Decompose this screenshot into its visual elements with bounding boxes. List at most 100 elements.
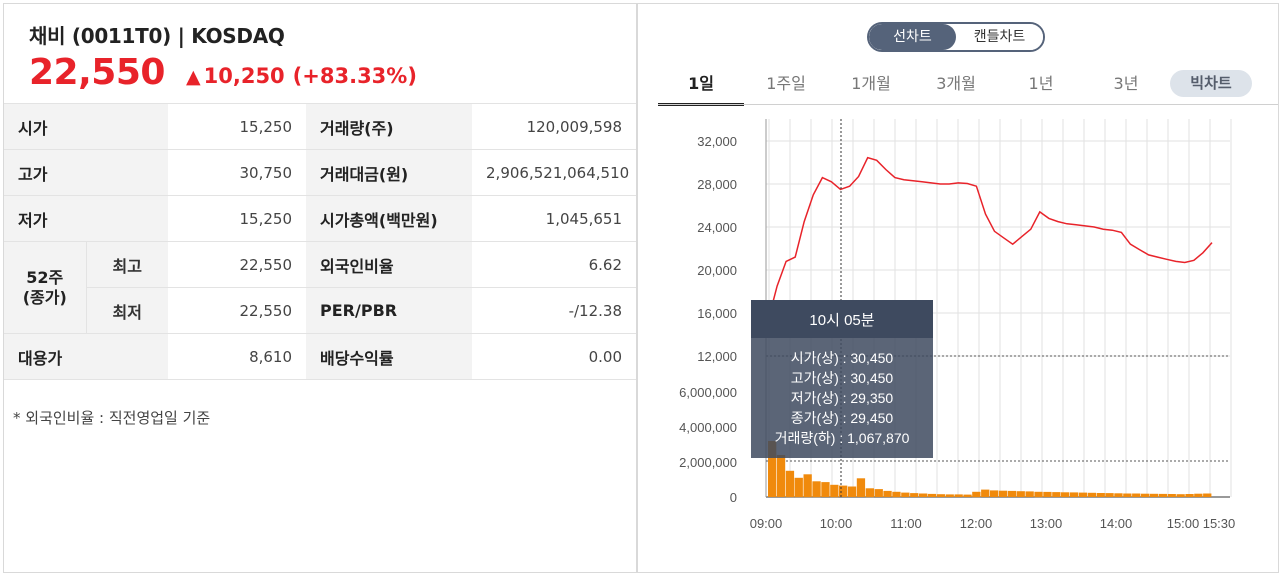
volume-bar [1123,493,1132,497]
price-tick-label: 28,000 [697,177,737,192]
table-row: 고가 30,750 거래대금(원) 2,906,521,064,510 [4,149,637,196]
w52-low-label: 최저 [85,287,169,334]
volume-bar [963,494,972,497]
volume-bar [1069,492,1079,497]
volume-bar [883,490,892,497]
volume-bar [803,474,812,498]
w52-high-value: 22,550 [168,241,307,288]
dividend-label: 배당수익률 [306,333,473,380]
tab-3month[interactable]: 3개월 [936,74,976,93]
chart-panel: 선차트 캔들차트 1일 1주일 1개월 3개월 1년 3년 빅차트 32,000… [637,3,1279,573]
stock-name: 채비 (0011T0) | KOSDAQ [29,24,285,48]
volume-bar [1132,493,1141,497]
foreign-label: 외국인비율 [306,241,473,288]
line-chart-button[interactable]: 선차트 [869,24,956,50]
current-price: 22,550 [29,52,165,93]
high-label: 고가 [4,149,169,196]
price-tick-label: 32,000 [697,134,737,149]
volume-bar [1114,493,1123,497]
volume-bar [1034,491,1043,498]
tooltip-line: 시가(상) : 30,450 [791,350,894,366]
tab-1week[interactable]: 1주일 [766,74,806,93]
volume-bar [1052,492,1061,497]
open-label: 시가 [4,103,169,150]
big-chart-button[interactable]: 빅차트 [1170,70,1252,97]
foreign-value: 6.62 [472,241,637,288]
perpbr-label: PER/PBR [306,287,473,334]
price-tick-label: 12,000 [697,349,737,364]
volume-bar [990,490,999,497]
footnote: * 외국인비율 : 직전영업일 기준 [13,409,211,427]
price-tick-label: 20,000 [697,263,737,278]
period-tabs: 1일 1주일 1개월 3개월 1년 3년 [658,65,1278,106]
volume-bar [1096,493,1105,497]
price-line [767,156,1213,322]
volume-tick-label: 2,000,000 [679,455,737,470]
mcap-label: 시가총액(백만원) [306,195,473,242]
volume-bar [874,489,883,497]
volume-bar [1185,494,1194,497]
w52-label: 52주 (종가) [4,241,86,334]
volume-tick-label: 0 [730,490,737,505]
time-tick-label: 11:00 [890,516,922,531]
tooltip-time: 10시 05분 [809,312,874,329]
high-value: 30,750 [168,149,307,196]
amount-label: 거래대금(원) [306,149,473,196]
volume-tick-label: 6,000,000 [679,385,737,400]
volume-bar [998,490,1008,497]
volume-bar [1043,491,1052,497]
time-axis: 09:00 10:00 11:00 12:00 13:00 14:00 15:00 15:30 [750,516,1236,531]
price-tooltip: 10시 05분 시가(상) : 30,450 고가(상) : 30,450 저가… [751,300,933,458]
time-tick-label: 15:00 [1167,516,1200,531]
time-tick-label: 13:00 [1030,516,1063,531]
tooltip-line: 거래량(하) : 1,067,870 [775,430,910,446]
volume-axis: 6,000,000 4,000,000 2,000,000 0 [679,385,737,505]
price-tick-label: 24,000 [697,220,737,235]
price-axis: 32,000 28,000 24,000 20,000 16,000 12,000 [697,134,737,364]
chart-type-toggle[interactable]: 선차트 캔들차트 [867,22,1045,52]
time-tick-label: 15:30 [1203,516,1236,531]
tab-1year[interactable]: 1년 [1028,74,1054,93]
volume-bar [847,486,857,497]
candle-chart-button[interactable]: 캔들차트 [956,24,1043,50]
table-row: 최저 22,550 PER/PBR -/12.38 [4,287,637,334]
substitute-label: 대용가 [4,333,169,380]
volume-bar [945,494,954,497]
table-row: 저가 15,250 시가총액(백만원) 1,045,651 [4,195,637,242]
dividend-value: 0.00 [472,333,637,380]
table-row: 52주 (종가) 최고 22,550 외국인비율 6.62 [4,241,637,334]
mcap-value: 1,045,651 [472,195,637,242]
volume-bar [1203,493,1212,497]
w52-label-line2: (종가) [22,287,67,307]
perpbr-value: -/12.38 [472,287,637,334]
substitute-value: 8,610 [168,333,307,380]
volume-bar [776,455,786,497]
tooltip-line: 저가(상) : 29,350 [791,390,894,406]
volume-bar [839,485,848,497]
up-arrow-icon: ▲ [186,66,201,88]
volume-bar [812,481,821,498]
volume-bar [1167,494,1176,497]
open-value: 15,250 [168,103,307,150]
time-tick-label: 12:00 [960,516,993,531]
volume-bar [972,491,981,498]
time-tick-label: 10:00 [820,516,853,531]
w52-high-label: 최고 [85,241,169,288]
volume-bar [1176,494,1185,497]
volume-bar [1025,491,1034,497]
amount-value: 2,906,521,064,510 [472,149,637,196]
intraday-chart[interactable]: 32,000 28,000 24,000 20,000 16,000 12,000 6,0… [638,4,1278,572]
price-change: ▲ 10,250 (+83.33%) [186,64,417,88]
tab-1month[interactable]: 1개월 [851,74,891,93]
tab-3year[interactable]: 3년 [1113,74,1139,93]
w52-low-value: 22,550 [168,287,307,334]
volume-bar [910,493,919,497]
volume-label: 거래량(주) [306,103,473,150]
volume-bar [919,493,928,497]
volume-bar [936,494,945,497]
volume-bar [768,441,777,497]
time-tick-label: 09:00 [750,516,783,531]
table-row: 대용가 8,610 배당수익률 0.00 [4,333,637,380]
quote-panel: 채비 (0011T0) | KOSDAQ 22,550 ▲ 10,250 (+83.… [3,3,637,573]
volume-bar [892,491,901,498]
